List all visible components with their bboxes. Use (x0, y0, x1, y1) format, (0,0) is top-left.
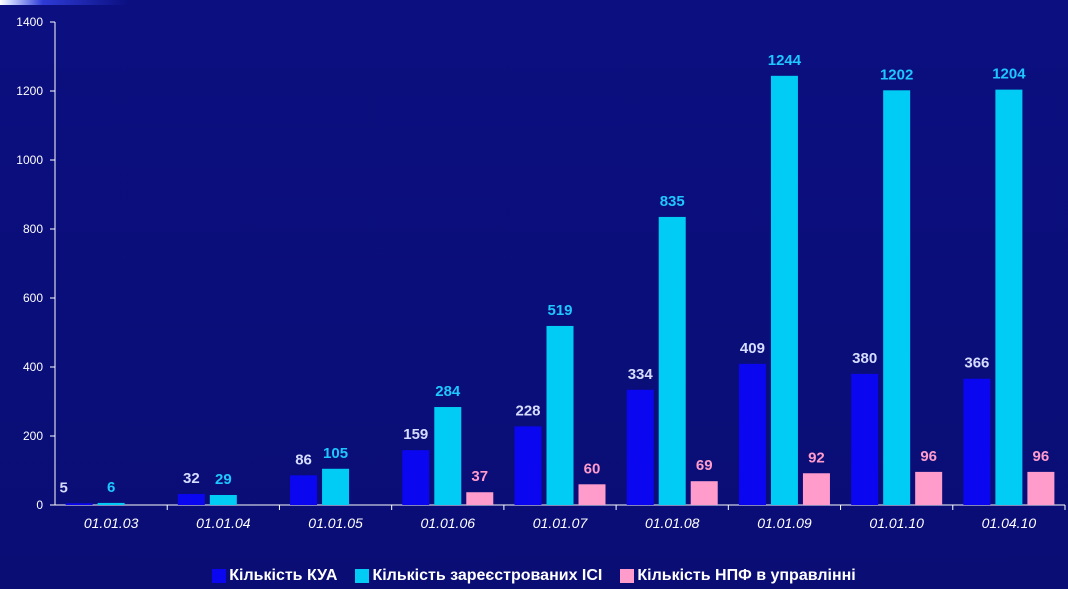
bar-2-6 (802, 473, 830, 505)
y-tick-label: 1200 (16, 84, 43, 98)
bar-0-0 (65, 503, 93, 505)
data-label-1-5: 835 (660, 193, 685, 210)
legend-label-kua: Кількість КУА (229, 567, 338, 584)
chart-bars (65, 75, 1055, 506)
data-label-0-3: 159 (403, 426, 428, 443)
legend-label-npf: Кількість НПФ в управлінні (637, 567, 856, 584)
legend-item-kua: Кількість КУА (212, 567, 337, 585)
data-label-0-2: 86 (295, 451, 312, 468)
legend-swatch-npf (620, 569, 635, 583)
chart-value-labels: 5 6 32 29 86 105 159 284 37 228 519 60 334 835 69 409 12… (59, 52, 1049, 496)
data-label-1-1: 29 (215, 471, 232, 488)
bar-0-1 (177, 493, 205, 505)
x-tick-label: 01.01.08 (645, 515, 700, 531)
bar-1-4 (546, 325, 574, 505)
bar-1-1 (209, 494, 237, 505)
bar-2-3 (466, 492, 494, 505)
x-tick-label: 01.01.06 (421, 515, 476, 531)
data-label-1-3: 284 (435, 383, 461, 400)
bar-1-0 (97, 502, 125, 505)
bar-1-5 (658, 216, 686, 506)
data-label-0-4: 228 (515, 402, 540, 419)
data-label-0-7: 380 (852, 350, 877, 367)
x-tick-label: 01.01.10 (869, 515, 924, 531)
data-label-1-4: 519 (547, 302, 572, 319)
legend-item-npf: Кількість НПФ в управлінні (620, 567, 856, 585)
bar-2-4 (578, 484, 606, 505)
bar-1-8 (995, 89, 1023, 506)
legend-swatch-kua (212, 569, 227, 583)
data-label-0-0: 5 (59, 479, 67, 496)
data-label-1-2: 105 (323, 445, 348, 462)
bar-1-2 (322, 468, 350, 505)
bar-0-7 (851, 373, 879, 505)
legend-item-isi: Кількість зареєстрованих ІСІ (355, 567, 602, 585)
y-tick-label: 1400 (16, 15, 43, 29)
y-tick-label: 800 (23, 222, 43, 236)
data-label-1-0: 6 (107, 479, 115, 496)
x-tick-label: 01.01.05 (308, 515, 363, 531)
bar-2-5 (690, 481, 718, 505)
data-label-0-6: 409 (740, 340, 765, 357)
bar-1-3 (434, 407, 462, 505)
bar-0-4 (514, 426, 542, 505)
y-tick-label: 1000 (16, 153, 43, 167)
data-label-0-1: 32 (183, 470, 200, 487)
data-label-2-8: 96 (1033, 448, 1050, 465)
y-tick-label: 0 (36, 498, 43, 512)
data-label-1-7: 1202 (880, 66, 913, 83)
data-label-2-4: 60 (584, 460, 601, 477)
bar-2-8 (1027, 471, 1055, 505)
x-tick-label: 01.01.07 (533, 515, 589, 531)
x-tick-label: 01.01.09 (757, 515, 812, 531)
data-label-2-5: 69 (696, 457, 713, 474)
bar-2-7 (915, 471, 943, 505)
data-label-2-7: 96 (920, 448, 937, 465)
x-tick-label: 01.01.03 (84, 515, 139, 531)
bar-0-3 (402, 450, 430, 505)
chart-legend: Кількість КУА Кількість зареєстрованих І… (0, 567, 1068, 585)
bar-chart: 0 200 400 600 800 1000 1200 1400 01.01.03 01.01.0… (16, 15, 1066, 531)
bar-0-5 (626, 389, 654, 505)
data-label-1-6: 1244 (768, 52, 802, 69)
bar-0-8 (963, 378, 991, 505)
y-tick-label: 400 (23, 360, 43, 374)
data-label-2-6: 92 (808, 449, 825, 466)
bar-1-6 (770, 75, 798, 505)
bar-1-7 (883, 90, 911, 505)
y-tick-label: 200 (23, 429, 43, 443)
data-label-1-8: 1204 (992, 66, 1026, 83)
x-tick-label: 01.04.10 (982, 515, 1037, 531)
y-tick-label: 600 (23, 291, 43, 305)
data-label-0-5: 334 (628, 366, 654, 383)
bar-0-2 (290, 475, 318, 505)
legend-label-isi: Кількість зареєстрованих ІСІ (372, 567, 603, 584)
x-tick-label: 01.01.04 (196, 515, 251, 531)
data-label-2-3: 37 (471, 468, 488, 485)
legend-swatch-isi (355, 569, 370, 583)
top-accent-bar (0, 0, 1068, 5)
data-label-0-8: 366 (964, 355, 989, 372)
chart-axes: 0 200 400 600 800 1000 1200 1400 01.01.03 01.01.0… (16, 15, 1066, 531)
bar-0-6 (738, 363, 766, 505)
